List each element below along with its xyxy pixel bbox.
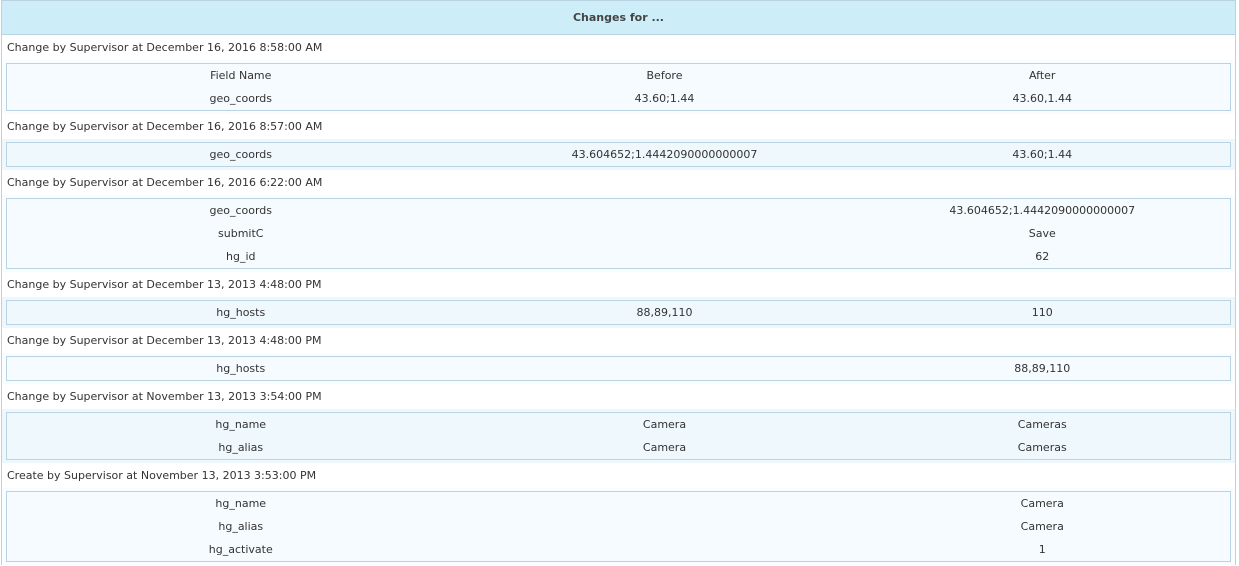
table-row: hg_name Camera Cameras bbox=[7, 413, 1231, 437]
change-table-wrapper: geo_coords 43.604652;1.4442090000000007 43… bbox=[2, 139, 1235, 170]
after-cell: 1 bbox=[1038, 543, 1046, 556]
change-label: Change by Supervisor at December 13, 201… bbox=[2, 328, 1235, 353]
field-name-cell: submitC bbox=[218, 227, 264, 240]
after-cell: 88,89,110 bbox=[1014, 362, 1071, 375]
change-label: Change by Supervisor at December 16, 201… bbox=[2, 35, 1235, 60]
table-row: hg_alias Camera Cameras bbox=[7, 436, 1231, 460]
table-row: geo_coords 43.604652;1.4442090000000007 43… bbox=[7, 143, 1231, 167]
table-row: geo_coords 43.604652;1.4442090000000007 bbox=[7, 199, 1231, 223]
change-table: geo_coords 43.604652;1.4442090000000007 43… bbox=[6, 142, 1231, 167]
change-table-wrapper: Field Name Before After geo_coords 43.60;1.4… bbox=[2, 60, 1235, 114]
table-row: hg_id 62 bbox=[7, 245, 1231, 269]
field-name-cell: hg_hosts bbox=[216, 306, 266, 319]
after-cell: 110 bbox=[1031, 306, 1053, 319]
change-table: hg_hosts 88,89,110 110 bbox=[6, 300, 1231, 325]
change-label: Change by Supervisor at December 13, 201… bbox=[2, 272, 1235, 297]
change-table: hg_hosts 88,89,110 bbox=[6, 356, 1231, 381]
before-cell bbox=[475, 199, 855, 223]
change-table-wrapper: hg_hosts 88,89,110 110 bbox=[2, 297, 1235, 328]
change-table-wrapper: geo_coords 43.604652;1.4442090000000007 su… bbox=[2, 195, 1235, 272]
after-cell: 43.60;1.44 bbox=[1012, 148, 1073, 161]
before-cell: 88,89,110 bbox=[636, 306, 693, 319]
table-row: geo_coords 43.60;1.44 43.60,1.44 bbox=[7, 87, 1231, 111]
table-row: hg_hosts 88,89,110 bbox=[7, 357, 1231, 381]
before-cell bbox=[475, 492, 855, 516]
before-cell bbox=[475, 538, 855, 562]
change-label: Change by Supervisor at November 13, 201… bbox=[2, 384, 1235, 409]
field-name-cell: Field Name bbox=[210, 69, 272, 82]
change-table: Field Name Before After geo_coords 43.60;1.4… bbox=[6, 63, 1231, 111]
table-row: submitC Save bbox=[7, 222, 1231, 245]
field-name-cell: hg_alias bbox=[218, 441, 264, 454]
before-cell: Before bbox=[646, 69, 683, 82]
change-table-wrapper: hg_name Camera hg_alias Camera hg_activate 1 bbox=[2, 488, 1235, 565]
change-table-wrapper: hg_hosts 88,89,110 bbox=[2, 353, 1235, 384]
after-cell: 62 bbox=[1035, 250, 1050, 263]
change-table: geo_coords 43.604652;1.4442090000000007 su… bbox=[6, 198, 1231, 269]
field-name-cell: hg_hosts bbox=[216, 362, 266, 375]
panel-title: Changes for ... bbox=[2, 0, 1235, 35]
after-cell: Save bbox=[1028, 227, 1056, 240]
change-label: Change by Supervisor at December 16, 201… bbox=[2, 170, 1235, 195]
change-label: Change by Supervisor at December 16, 201… bbox=[2, 114, 1235, 139]
before-cell: Camera bbox=[642, 441, 687, 454]
table-row: hg_alias Camera bbox=[7, 515, 1231, 538]
before-cell bbox=[475, 357, 855, 381]
after-cell: Cameras bbox=[1017, 441, 1067, 454]
field-name-cell: geo_coords bbox=[209, 92, 273, 105]
change-label: Create by Supervisor at November 13, 201… bbox=[2, 463, 1235, 488]
before-cell bbox=[475, 222, 855, 245]
before-cell: 43.604652;1.4442090000000007 bbox=[571, 148, 758, 161]
before-cell bbox=[475, 515, 855, 538]
after-cell: 43.604652;1.4442090000000007 bbox=[949, 204, 1136, 217]
field-name-cell: hg_id bbox=[226, 250, 256, 263]
field-name-cell: hg_activate bbox=[208, 543, 273, 556]
after-cell: Camera bbox=[1020, 520, 1064, 533]
after-cell: Cameras bbox=[1017, 418, 1067, 431]
after-cell: After bbox=[1029, 69, 1056, 82]
field-name-cell: hg_name bbox=[215, 497, 267, 510]
field-name-cell: geo_coords bbox=[209, 148, 273, 161]
change-table: hg_name Camera hg_alias Camera hg_activate 1 bbox=[6, 491, 1231, 562]
change-table-wrapper: hg_name Camera Cameras hg_alias Camera Camera… bbox=[2, 409, 1235, 463]
before-cell bbox=[475, 245, 855, 269]
table-row: hg_hosts 88,89,110 110 bbox=[7, 301, 1231, 325]
changes-list: Change by Supervisor at December 16, 201… bbox=[2, 35, 1235, 565]
before-cell: Camera bbox=[642, 418, 687, 431]
table-row: hg_name Camera bbox=[7, 492, 1231, 516]
after-cell: Camera bbox=[1020, 497, 1064, 510]
table-header-row: Field Name Before After bbox=[7, 64, 1231, 88]
after-cell: 43.60,1.44 bbox=[1012, 92, 1072, 105]
field-name-cell: geo_coords bbox=[209, 204, 273, 217]
field-name-cell: hg_alias bbox=[218, 520, 264, 533]
field-name-cell: hg_name bbox=[215, 418, 267, 431]
before-cell: 43.60;1.44 bbox=[634, 92, 695, 105]
change-table: hg_name Camera Cameras hg_alias Camera Camera… bbox=[6, 412, 1231, 460]
table-row: hg_activate 1 bbox=[7, 538, 1231, 562]
